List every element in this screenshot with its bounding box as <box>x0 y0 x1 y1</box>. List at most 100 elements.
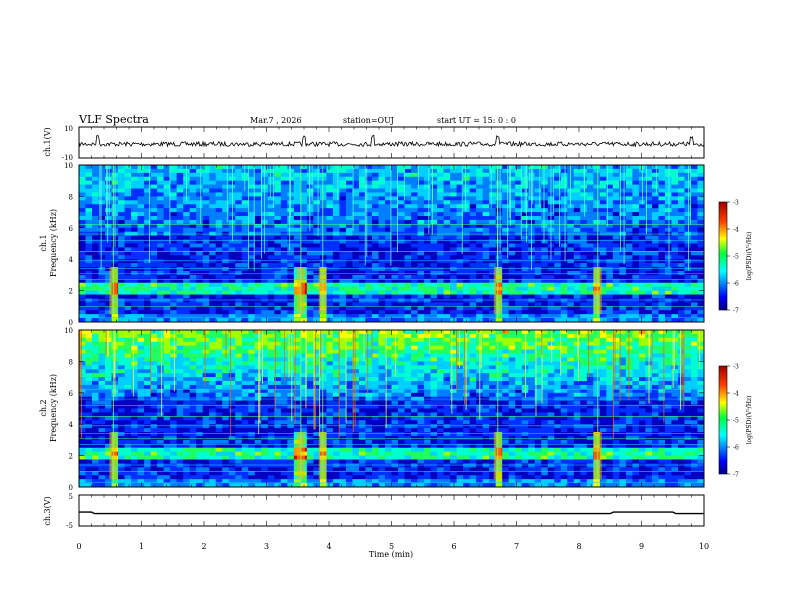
spectrogram-cell <box>417 290 425 295</box>
spectrogram-cell <box>586 184 594 189</box>
spectrogram-cell <box>222 168 230 174</box>
spectrogram-cell <box>150 361 158 366</box>
spectrogram-cell <box>105 180 112 185</box>
spectrogram-cell <box>345 290 353 295</box>
spectrogram-cell <box>163 188 171 193</box>
spectrogram-cell <box>469 302 477 307</box>
spectrogram-cell <box>365 337 373 343</box>
spectrogram-cell <box>664 247 672 252</box>
spectrogram-cell <box>313 353 321 358</box>
spectrogram-cell <box>476 196 483 201</box>
spectrogram-cell <box>398 357 405 362</box>
spectrogram-cell <box>384 318 392 323</box>
spectrogram-cell <box>677 188 685 193</box>
spectrogram-cell <box>638 294 646 299</box>
spectrogram-cell <box>118 290 125 295</box>
spectrogram-cell <box>502 204 509 209</box>
spectrogram-cell <box>345 188 353 193</box>
spectrogram-cell <box>222 274 230 280</box>
spectrogram-cell <box>417 330 425 335</box>
spectrogram-cell <box>398 263 405 268</box>
spectrogram-cell <box>332 165 340 170</box>
spectrogram-cell <box>339 219 347 225</box>
spectrogram-cell <box>209 318 217 323</box>
spectrogram-cell <box>306 298 314 303</box>
spectrogram-cell <box>92 192 99 197</box>
spectrogram-cell <box>528 298 536 303</box>
spectrogram-cell <box>163 172 171 178</box>
spectrogram-cell <box>358 243 366 248</box>
spectrogram-cell <box>547 290 555 295</box>
spectrogram-cell <box>137 172 145 178</box>
spectrogram-cell <box>424 165 431 170</box>
spectrogram-cell <box>189 274 197 280</box>
spectrogram-cell <box>697 200 705 205</box>
spectrogram-cell <box>515 282 523 287</box>
spectrogram-cell <box>437 298 444 303</box>
spectrogram-cell <box>222 239 230 244</box>
spectrogram-cell <box>645 223 653 229</box>
spectrogram-cell <box>606 286 614 291</box>
spectrogram-cell <box>651 255 659 260</box>
spectrogram-cell <box>319 341 327 346</box>
spectrogram-cell <box>105 318 112 323</box>
spectrogram-cell <box>573 243 581 248</box>
spectrogram-cell <box>300 259 308 264</box>
spectrogram-cell <box>534 212 542 217</box>
spectrogram-cell <box>261 330 269 335</box>
spectrogram-cell <box>430 267 438 272</box>
spectrogram-cell <box>606 349 614 354</box>
spectrogram-cell <box>658 176 666 181</box>
spectrogram-cell <box>599 306 607 311</box>
spectrogram-cell <box>645 176 653 181</box>
spectrogram-cell <box>248 227 256 233</box>
spectrogram-cell <box>254 259 262 264</box>
spectrogram-cell <box>690 290 698 295</box>
spectrogram-cell <box>612 188 620 193</box>
spectrogram-cell <box>248 247 256 252</box>
spectrogram-cell <box>567 357 575 362</box>
spectrogram-cell <box>456 306 464 311</box>
spectrogram-cell <box>150 251 158 256</box>
spectrogram-cell <box>651 333 659 339</box>
spectrogram-cell <box>443 337 451 343</box>
spectrogram-cell <box>495 200 503 205</box>
spectrogram-cell <box>170 306 177 311</box>
spectrogram-cell <box>411 333 418 339</box>
spectrogram-cell <box>378 255 386 260</box>
spectrogram-cell <box>365 227 373 233</box>
spectrogram-cell <box>157 298 164 303</box>
spectrogram-cell <box>228 302 236 307</box>
spectrogram-cell <box>599 223 607 229</box>
spectrogram-cell <box>92 200 99 205</box>
spectrogram-cell <box>599 353 607 358</box>
spectrogram-cell <box>137 330 145 335</box>
spectrogram-cell <box>241 239 249 244</box>
spectrogram-cell <box>671 188 679 193</box>
spectrogram-cell <box>664 239 672 244</box>
spectrogram-cell <box>547 314 555 319</box>
spectrogram-cell <box>391 235 399 240</box>
spectrogram-cell <box>632 263 640 268</box>
spectrogram-cell <box>690 314 698 319</box>
spectrogram-cell <box>554 357 562 362</box>
spectrogram-cell <box>98 357 106 362</box>
spectrogram-cell <box>228 278 236 284</box>
spectrogram-cell <box>293 212 301 217</box>
spectrogram-cell <box>313 184 321 189</box>
spectrogram-cell <box>85 282 93 287</box>
spectrogram-cell <box>241 204 249 209</box>
spectrogram-cell <box>541 290 549 295</box>
spectrogram-cell <box>339 298 347 303</box>
spectrogram-cell <box>196 212 203 217</box>
spectrogram-cell <box>293 255 301 260</box>
spectrogram-cell <box>573 196 581 201</box>
spectrogram-cell <box>157 216 164 221</box>
spectrogram-cell <box>593 172 601 178</box>
spectrogram-cell <box>124 353 132 358</box>
spectrogram-cell <box>319 263 327 268</box>
spectrogram-cell <box>287 314 295 319</box>
spectrogram-cell <box>157 274 164 280</box>
spectrogram-cell <box>150 263 158 268</box>
spectrogram-cell <box>599 208 607 213</box>
